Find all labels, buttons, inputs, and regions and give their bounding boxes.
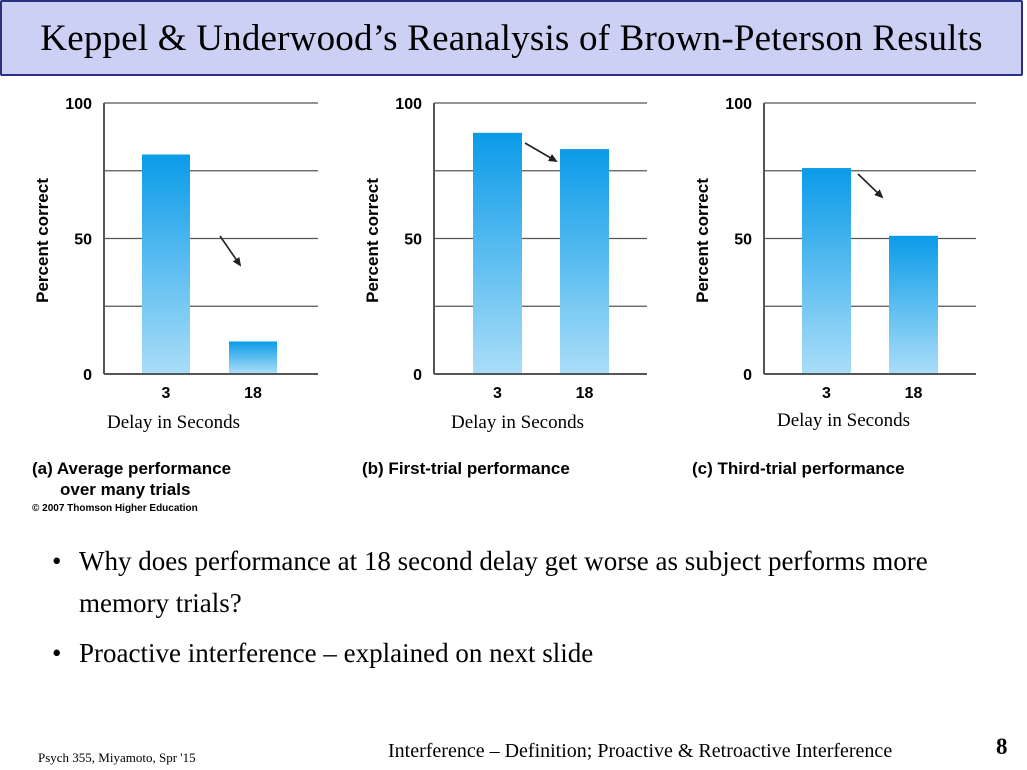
chart-b-xtick-label: 3 — [493, 385, 502, 402]
chart-a-ytick-label: 0 — [83, 367, 92, 384]
chart-a-ylabel: Percent correct — [33, 178, 52, 303]
bullet-dot: • — [52, 638, 62, 668]
bullet-dot: • — [52, 546, 62, 576]
chart-a-ytick-label: 50 — [74, 232, 92, 249]
chart-b-xtick-label: 18 — [576, 385, 594, 402]
bullet-list: • Why does performance at 18 second dela… — [52, 540, 952, 682]
bullet-text: Why does performance at 18 second delay … — [79, 546, 928, 618]
chart-c-bar-18 — [889, 235, 938, 373]
title-bar: Keppel & Underwood’s Reanalysis of Brown… — [0, 0, 1023, 76]
footer-topic: Interference – Definition; Proactive & R… — [388, 740, 893, 762]
chart-a-caption: (a) Average performance over many trials — [32, 458, 231, 500]
chart-b-ytick-label: 50 — [404, 232, 422, 249]
chart-c-ytick-label: 50 — [734, 232, 752, 249]
chart-b-ylabel: Percent correct — [363, 178, 382, 303]
chart-a-caption-line2: over many trials — [60, 480, 191, 499]
chart-a-xlabel: Delay in Seconds — [107, 412, 240, 433]
chart-b-ytick-label: 0 — [413, 367, 422, 384]
chart-a-ytick-label: 100 — [65, 96, 92, 113]
chart-c-ytick-label: 0 — [743, 367, 752, 384]
chart-a-bar-3 — [142, 154, 190, 373]
copyright-note: © 2007 Thomson Higher Education — [32, 503, 198, 514]
chart-b-xlabel: Delay in Seconds — [451, 412, 584, 433]
bullet-text: Proactive interference – explained on ne… — [79, 638, 594, 668]
chart-c-ytick-label: 100 — [725, 96, 752, 113]
chart-b-ytick-label: 100 — [395, 96, 422, 113]
chart-a-xtick-label: 18 — [244, 385, 262, 402]
chart-c-bar-3 — [802, 168, 851, 373]
chart-b-arrow-icon — [524, 142, 558, 163]
chart-c-xtick-label: 3 — [822, 385, 831, 402]
chart-b-bar-3 — [473, 132, 522, 373]
page-number: 8 — [996, 734, 1008, 759]
bullet-item: • Proactive interference – explained on … — [52, 632, 952, 674]
chart-a-bar-18 — [229, 341, 277, 373]
chart-c-ylabel: Percent correct — [693, 178, 712, 303]
slide-title: Keppel & Underwood’s Reanalysis of Brown… — [40, 17, 983, 59]
chart-a-caption-line1: (a) Average performance — [32, 459, 232, 478]
chart-b-caption: (b) First-trial performance — [362, 459, 570, 478]
chart-c-xtick-label: 18 — [905, 385, 923, 402]
chart-a-xtick-label: 3 — [162, 385, 171, 402]
chart-c-arrow-icon — [857, 173, 884, 199]
chart-c-caption: (c) Third-trial performance — [692, 459, 905, 478]
bullet-item: • Why does performance at 18 second dela… — [52, 540, 952, 624]
chart-c-xlabel: Delay in Seconds — [777, 410, 910, 431]
chart-b-bar-18 — [560, 149, 609, 373]
footer-course: Psych 355, Miyamoto, Spr '15 — [38, 750, 196, 765]
chart-a-arrow-icon — [219, 235, 242, 267]
